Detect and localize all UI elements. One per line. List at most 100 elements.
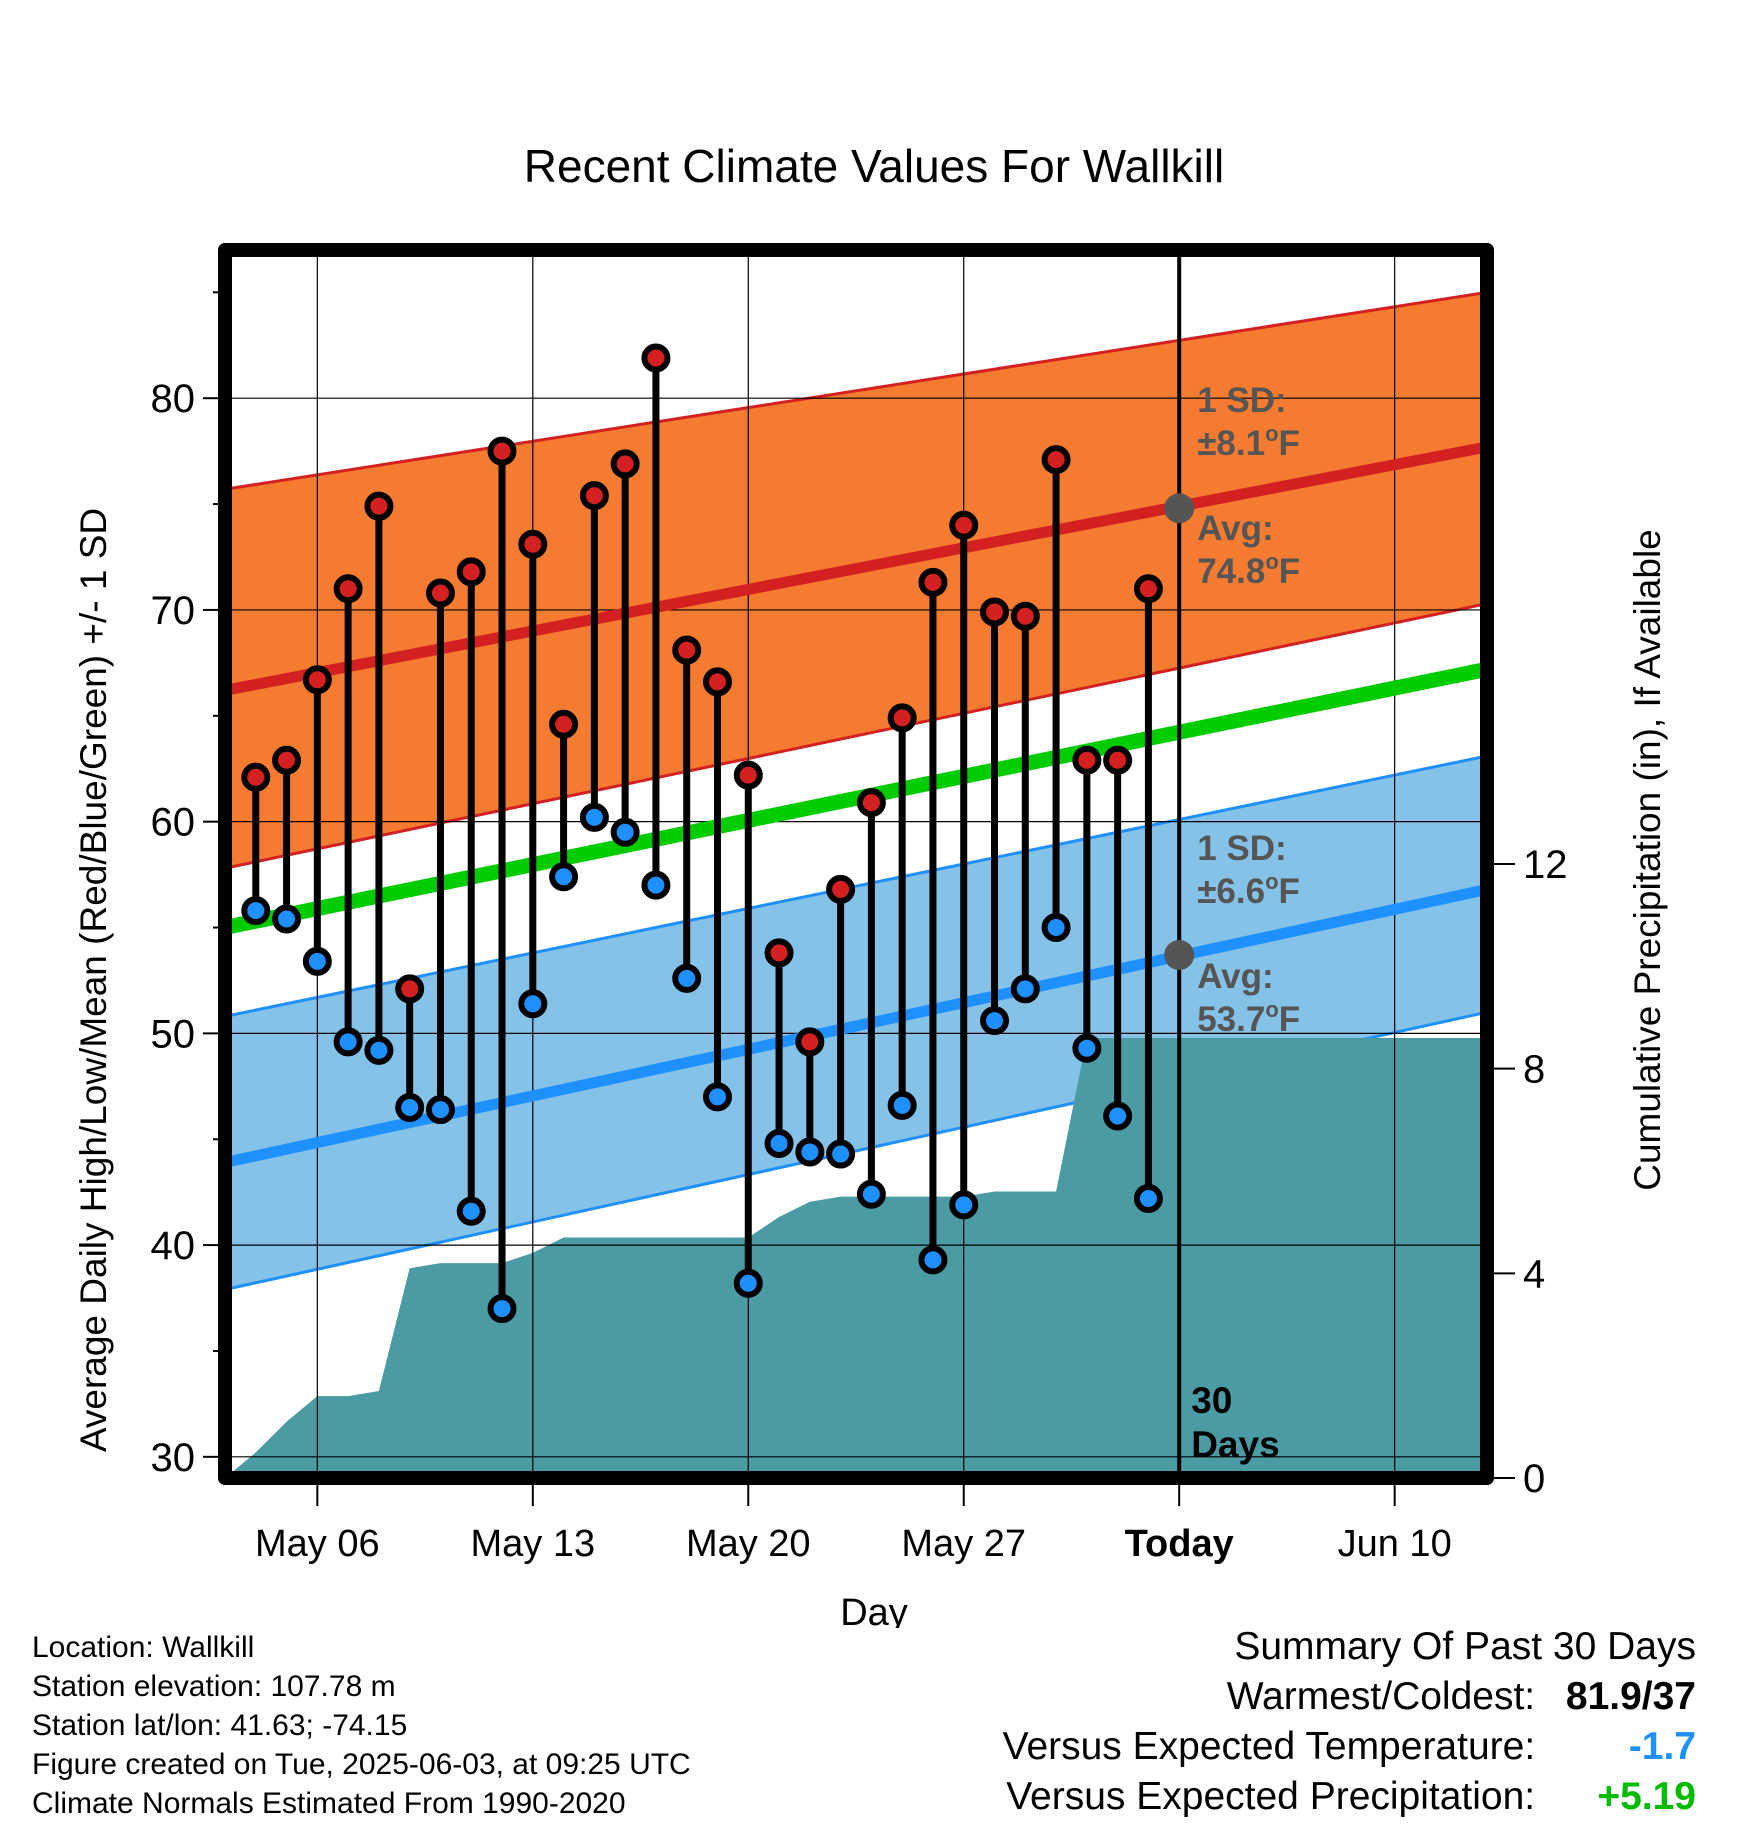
low-point [887,1090,917,1120]
low-point [610,817,640,847]
x-tick-label: May 27 [901,1523,1026,1565]
high-avg-value: 74.8oF [1197,549,1300,591]
high-point [641,343,671,373]
x-tick-label: May 20 [686,1523,811,1565]
low-point [1010,974,1040,1004]
summary-warm-cold: Warmest/Coldest: 81.9/37 [1003,1672,1696,1722]
x-tick-label: Today [1125,1523,1234,1565]
low-point [487,1294,517,1324]
high-point [395,974,425,1004]
info-created: Figure created on Tue, 2025-06-03, at 09… [32,1748,691,1781]
high-sd-label: 1 SD: [1197,381,1286,420]
low-point [733,1268,763,1298]
high-point [887,703,917,733]
info-location: Location: Wallkill [32,1631,255,1664]
summary-warm-cold-value: 81.9/37 [1565,1675,1696,1718]
summary-temp-label: Versus Expected Temperature: [1002,1725,1536,1768]
low-point [826,1139,856,1169]
low-point [272,904,302,934]
high-point [980,597,1010,627]
low-point [856,1179,886,1209]
y-tick-label: 70 [151,589,196,633]
mean-avg-line [225,661,1487,935]
y-tick-label: 80 [151,377,196,421]
high-point [487,436,517,466]
low-avg-value: 53.7oF [1197,997,1300,1039]
high-avg-label: Avg: [1197,509,1273,548]
y-tick-label: 60 [151,801,196,845]
high-point [856,788,886,818]
y-tick-label: 30 [151,1436,196,1480]
low-point [302,946,332,976]
high-point [1133,574,1163,604]
high-point [918,567,948,597]
low-point [980,1006,1010,1036]
high-point [949,510,979,540]
y2-tick-label: 8 [1523,1048,1545,1092]
summary-temp-value: -1.7 [1628,1725,1696,1768]
low-point [395,1092,425,1122]
low-point [1041,913,1071,943]
info-elevation: Station elevation: 107.78 m [32,1670,396,1703]
low-point [333,1027,363,1057]
high-point [456,557,486,587]
x-tick-label: Jun 10 [1338,1523,1452,1565]
high-point [549,709,579,739]
high-point [795,1027,825,1057]
high-sd-upper-line [225,290,1487,491]
info-normals: Climate Normals Estimated From 1990-2020 [32,1787,626,1820]
low-point [518,989,548,1019]
low-point [425,1095,455,1125]
high-point [302,665,332,695]
y2-tick-label: 4 [1523,1252,1545,1296]
high-point [579,481,609,511]
low-point [641,870,671,900]
high-point [364,491,394,521]
low-point [1133,1184,1163,1214]
low-point [456,1196,486,1226]
high-point [764,938,794,968]
station-info: Location: Wallkill Station elevation: 10… [32,1628,691,1823]
high-sd-band [225,292,1487,869]
low-point [1103,1101,1133,1131]
low-sd-upper-line [225,754,1487,1018]
summary-temp: Versus Expected Temperature: -1.7 [1003,1722,1696,1772]
y2-axis-label: Cumulative Precipitation (in), If Availa… [1627,529,1668,1191]
low-avg-label: Avg: [1197,957,1273,996]
high-point [610,449,640,479]
low-point [549,862,579,892]
low-point [949,1190,979,1220]
chart-title: Recent Climate Values For Wallkill [524,140,1224,192]
low-sd-label: 1 SD: [1197,829,1286,868]
summary-precip-label: Versus Expected Precipitation: [1006,1775,1536,1818]
high-point [1010,601,1040,631]
low-point [918,1245,948,1275]
y2-tick-label: 12 [1523,843,1568,887]
high-point [733,760,763,790]
summary-warm-cold-label: Warmest/Coldest: [1226,1675,1536,1718]
today-days-label: 30 Days [1191,1380,1279,1465]
climate-chart: Recent Climate Values For Wallkill 1 SD:… [73,140,1668,1628]
y2-tick-label: 0 [1523,1457,1545,1501]
summary-precip: Versus Expected Precipitation: +5.19 [1003,1772,1696,1822]
x-tick-label: May 13 [470,1523,595,1565]
high-point [1041,445,1071,475]
x-tick-label: May 06 [255,1523,380,1565]
x-axis-label: Day [840,1592,908,1628]
info-latlon: Station lat/lon: 41.63; -74.15 [32,1709,408,1742]
low-point [364,1035,394,1065]
low-point [1072,1033,1102,1063]
y-tick-label: 40 [151,1224,196,1268]
high-avg-line [225,441,1487,696]
y-tick-label: 50 [151,1012,196,1056]
low-sd-value: ±6.6oF [1197,869,1300,911]
low-point [672,963,702,993]
low-point [764,1128,794,1158]
high-avg-marker [1164,493,1195,524]
high-point [425,578,455,608]
low-point [795,1137,825,1167]
low-point [702,1082,732,1112]
high-point [333,574,363,604]
low-avg-marker [1164,940,1195,971]
